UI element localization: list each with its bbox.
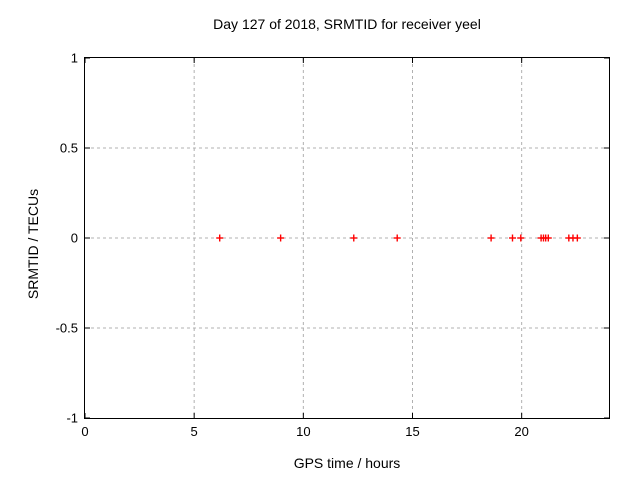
chart-title: Day 127 of 2018, SRMTID for receiver yee… xyxy=(213,16,481,32)
x-tick-label: 0 xyxy=(81,424,89,439)
y-tick-label: 0.5 xyxy=(59,140,78,156)
x-tick-label: 10 xyxy=(296,424,311,439)
x-axis-label: GPS time / hours xyxy=(293,455,401,471)
y-tick-label: -0.5 xyxy=(55,320,78,336)
y-tick-label: -1 xyxy=(66,410,78,426)
plot-svg xyxy=(85,58,609,418)
x-tick-label: 20 xyxy=(514,424,529,439)
y-tick-label: 0 xyxy=(70,230,78,246)
x-tick-label: 5 xyxy=(190,424,198,439)
plot-area xyxy=(84,57,610,419)
x-tick-label: 15 xyxy=(405,424,420,439)
y-tick-label: 1 xyxy=(70,50,78,66)
